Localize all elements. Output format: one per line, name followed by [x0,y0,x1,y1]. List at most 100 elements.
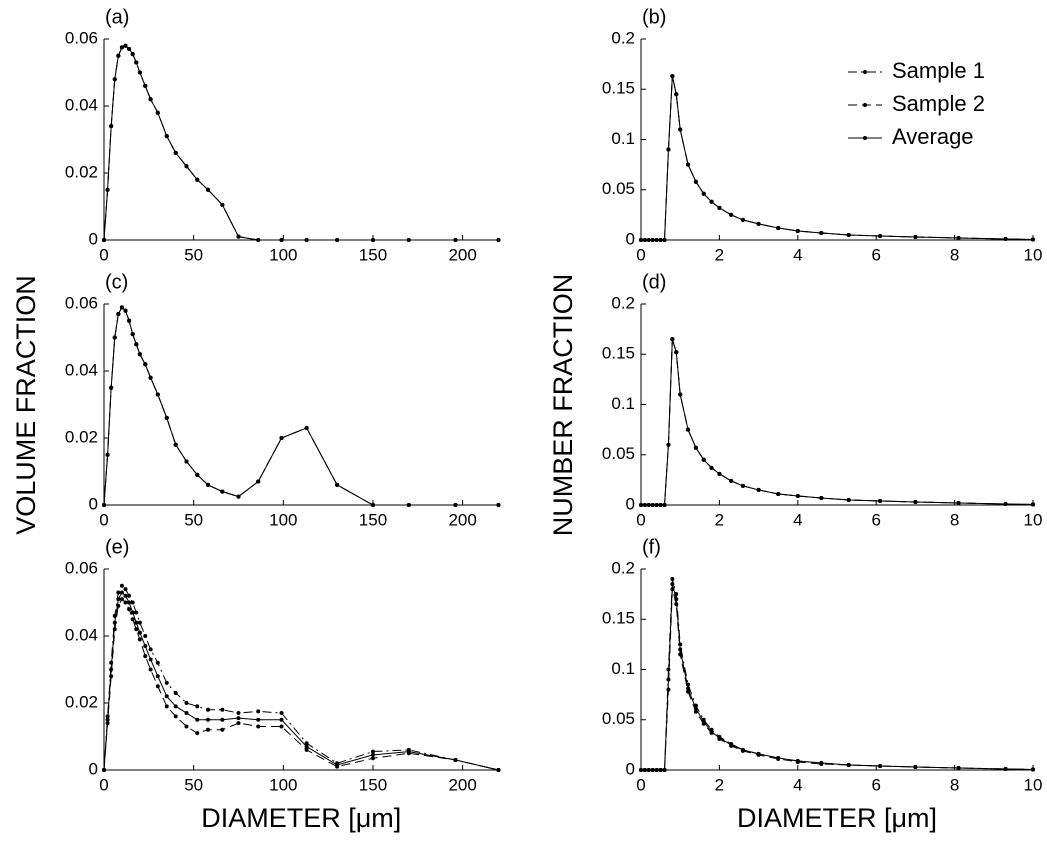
y-tick-label: 0.02 [65,692,98,711]
data-point [1003,236,1008,241]
data-point [116,53,121,58]
data-point [756,751,761,756]
data-point [279,711,284,716]
data-point [756,487,761,492]
data-point [686,162,691,167]
y-tick-label: 0.1 [611,394,635,413]
x-tick-label: 8 [950,775,959,794]
data-point [148,97,153,102]
x-tick-label: 150 [359,510,387,529]
data-point [105,187,110,192]
x-tick-label: 0 [636,510,645,529]
data-point [670,577,675,582]
legend-marker [863,70,867,74]
data-point [654,238,659,242]
x-tick-label: 0 [636,245,645,264]
data-point [956,235,961,240]
data-point [220,489,225,494]
data-point [109,385,114,390]
data-point [650,238,655,242]
legend-label: Average [892,124,974,149]
data-point [956,500,961,505]
data-point [119,305,124,310]
data-point [846,497,851,502]
data-point [143,654,148,659]
data-point [642,238,647,242]
data-point [173,704,178,709]
data-point [453,238,458,242]
data-point [164,134,169,139]
y-tick-label: 0.06 [65,293,98,312]
x-tick-label: 8 [950,245,959,264]
data-point [335,238,340,242]
panel-title: (e) [105,536,129,558]
series-line [103,45,499,241]
y-tick-label: 0.05 [602,709,635,728]
data-point [1031,767,1035,772]
data-point [116,590,121,595]
y-tick-label: 0.06 [65,558,98,577]
data-point [127,593,132,598]
data-point [173,442,178,447]
data-point [206,717,211,722]
x-tick-label: 4 [793,245,802,264]
data-point [913,764,918,769]
data-point [137,620,142,625]
data-point [335,482,340,487]
data-point [406,503,411,507]
data-point [164,415,169,420]
data-point [130,600,135,605]
data-point [155,110,160,115]
data-point [1031,502,1035,507]
data-point [674,597,679,602]
data-point [195,472,200,477]
data-point [658,238,663,242]
data-point [195,177,200,182]
data-point [236,721,241,726]
y-tick-label: 0 [626,494,635,513]
series-line [103,598,499,771]
data-point [670,74,675,79]
data-point [701,719,706,724]
data-point [123,308,128,313]
x-tick-label: 200 [448,775,476,794]
x-tick-label: 0 [99,510,108,529]
series-line [103,306,499,506]
data-point [496,768,501,772]
y-tick-label: 0.06 [65,28,98,47]
data-point [662,238,667,242]
data-point [143,362,148,367]
series-line [641,588,1034,771]
data-point [184,164,189,169]
data-point [279,436,284,440]
data-point [130,52,135,57]
x-tick-label: 2 [715,510,724,529]
x-tick-label: 0 [99,775,108,794]
data-point [173,690,178,695]
data-point [116,312,121,317]
data-point [795,228,800,233]
data-point [195,731,200,736]
x-tick-label: 10 [1024,510,1043,529]
data-point [220,727,225,732]
data-point [119,590,124,595]
data-point [134,627,139,632]
y-tick-label: 0.2 [611,293,635,312]
x-tick-label: 50 [184,775,203,794]
data-point [206,707,211,712]
panel-title: (d) [642,271,666,293]
data-point [304,238,309,242]
data-point [206,187,211,192]
data-point [256,709,261,714]
data-point [109,124,114,129]
data-point [184,711,189,716]
data-point [496,238,501,242]
panel-title: (c) [105,271,128,293]
data-point [795,493,800,498]
data-point [137,70,142,75]
data-point [127,318,132,323]
data-point [701,457,706,462]
data-point [335,762,340,767]
data-point [105,452,110,457]
data-point [650,503,655,507]
